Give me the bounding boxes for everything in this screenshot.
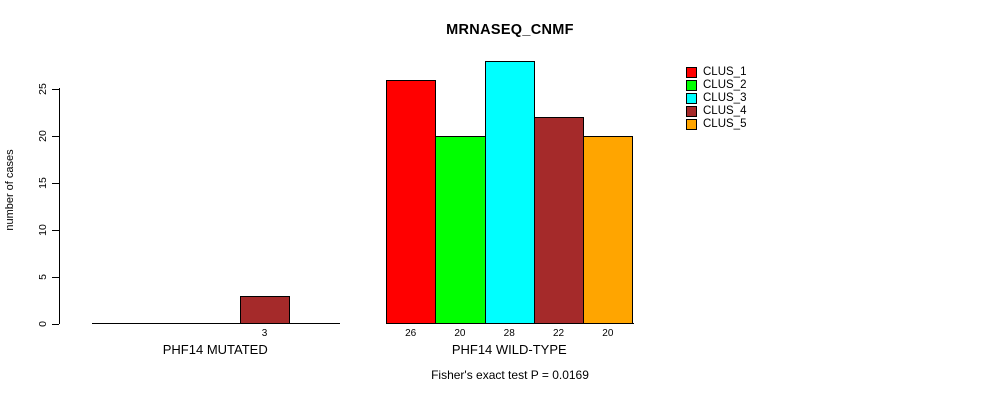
legend-label-clus-3: CLUS_3 — [703, 92, 747, 104]
bar-clus-2-phf14-wild-type — [435, 136, 486, 324]
y-tick-mark — [52, 135, 59, 137]
y-axis-line — [59, 88, 60, 324]
y-tick-label: 10 — [37, 224, 49, 236]
axis-baseline-phf14-mutated — [92, 323, 340, 324]
bar-value-label-clus-5-phf14-wild-type: 20 — [602, 328, 614, 339]
y-tick-mark — [52, 182, 59, 184]
y-tick-mark — [52, 323, 59, 325]
y-tick-mark — [52, 276, 59, 278]
legend-swatch-clus-4 — [686, 106, 697, 117]
bar-clus-4-phf14-mutated — [239, 295, 291, 324]
chart-title: MRNASEQ_CNMF — [446, 22, 574, 38]
y-tick-mark — [52, 88, 59, 90]
y-tick-mark — [52, 229, 59, 231]
bar-value-label-clus-3-phf14-wild-type: 28 — [503, 328, 515, 339]
legend-swatch-clus-1 — [686, 67, 697, 78]
y-tick-label: 0 — [37, 321, 49, 327]
y-tick-label: 25 — [37, 83, 49, 95]
legend-swatch-clus-2 — [686, 80, 697, 91]
x-category-label-phf14-mutated: PHF14 MUTATED — [162, 342, 268, 357]
bar-value-label-clus-1-phf14-wild-type: 26 — [405, 328, 417, 339]
bar-clus-4-phf14-wild-type — [533, 117, 585, 324]
bar-value-label-clus-4-phf14-wild-type: 22 — [552, 328, 565, 339]
legend-swatch-clus-5 — [686, 119, 697, 130]
legend-swatch-clus-3 — [686, 93, 697, 104]
bar-value-label-clus-4-phf14-mutated: 3 — [261, 328, 268, 339]
x-category-label-phf14-wild-type: PHF14 WILD-TYPE — [451, 342, 567, 357]
legend-label-clus-4: CLUS_4 — [703, 105, 747, 117]
legend-label-clus-1: CLUS_1 — [703, 66, 747, 78]
legend-label-clus-5: CLUS_5 — [703, 118, 747, 130]
y-axis-label: number of cases — [4, 149, 16, 231]
bar-clus-5-phf14-wild-type — [583, 136, 634, 324]
bar-clus-1-phf14-wild-type — [386, 79, 437, 324]
annotation-fisher-test: Fisher's exact test P = 0.0169 — [431, 368, 589, 382]
bar-value-label-clus-2-phf14-wild-type: 20 — [454, 328, 466, 339]
y-tick-label: 5 — [37, 274, 49, 280]
bar-clus-3-phf14-wild-type — [484, 60, 535, 324]
y-tick-label: 20 — [37, 130, 49, 142]
y-tick-label: 15 — [37, 177, 49, 189]
legend-label-clus-2: CLUS_2 — [703, 79, 747, 91]
